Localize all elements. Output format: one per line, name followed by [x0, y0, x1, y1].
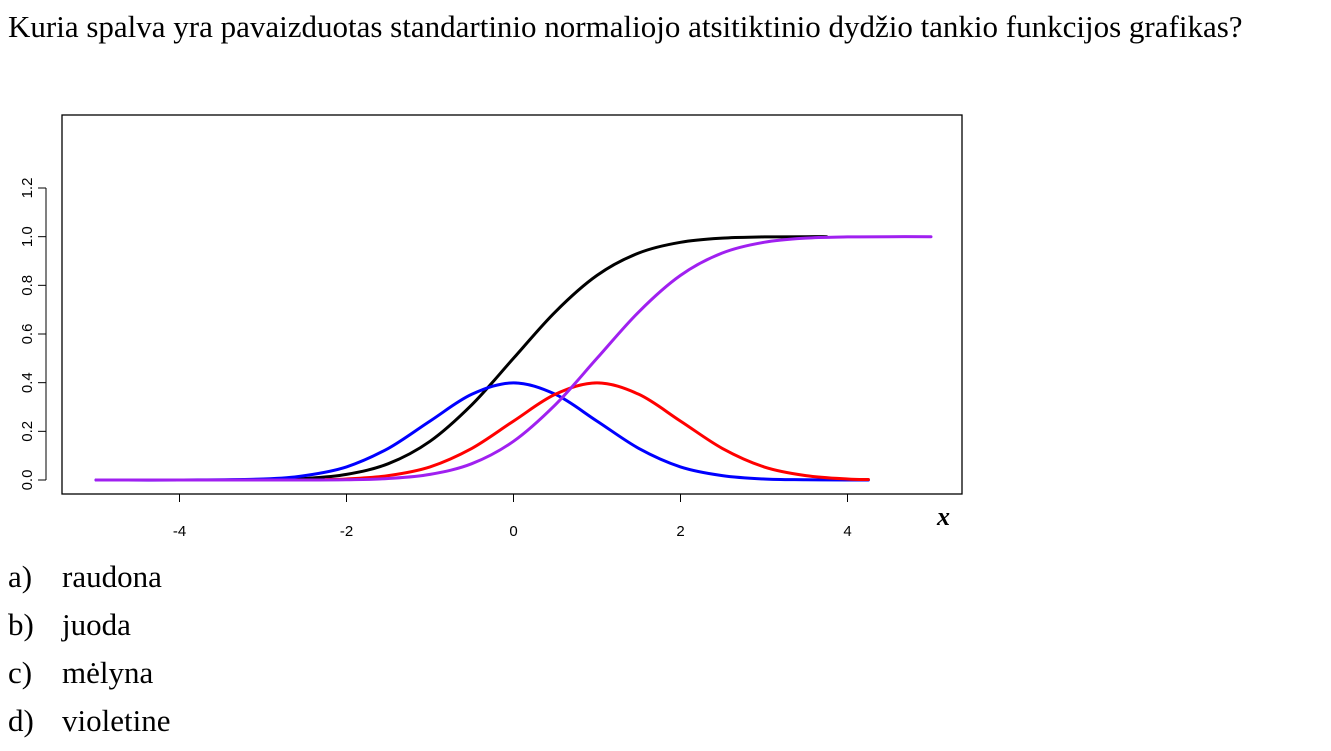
answer-option[interactable]: a) raudona — [8, 553, 170, 601]
plot-frame — [61, 114, 963, 495]
y-tick-label: 0.0 — [19, 470, 36, 491]
answer-option[interactable]: d) violetine — [8, 697, 170, 745]
answer-option[interactable]: c) mėlyna — [8, 649, 170, 697]
x-tick-label: -4 — [173, 523, 186, 540]
series-line-2 — [324, 381, 870, 481]
answer-text: mėlyna — [62, 655, 154, 690]
x-tick-label: 4 — [843, 523, 851, 540]
answer-letter: a) — [8, 559, 33, 594]
line-chart: 0.0 0.2 0.4 0.6 0.8 1.0 1.2 -4 -2 0 2 4 x — [19, 114, 963, 540]
question-text: Kuria spalva yra pavaizduotas standartin… — [8, 9, 1243, 44]
answer-letter: d) — [8, 703, 34, 738]
y-tick-label: 0.8 — [19, 275, 36, 296]
x-axis-label: x — [936, 502, 950, 531]
answer-option[interactable]: b) juoda — [8, 601, 170, 649]
x-tick-label: 2 — [676, 523, 684, 540]
x-tick-label: 0 — [509, 523, 517, 540]
y-tick-label: 1.0 — [19, 226, 36, 247]
plot-border — [61, 114, 963, 495]
answer-list: a) raudona b) juoda c) mėlyna d) violetine — [8, 553, 170, 745]
series-line-3 — [94, 235, 933, 482]
y-tick-label: 0.4 — [19, 372, 36, 393]
series-line-0 — [240, 235, 829, 482]
y-tick-label: 0.6 — [19, 324, 36, 345]
y-tick-label: 0.2 — [19, 421, 36, 442]
answer-letter: b) — [8, 607, 34, 642]
answer-text: violetine — [62, 703, 171, 738]
series-line-1 — [94, 381, 870, 482]
x-axis: -4 -2 0 2 4 — [173, 493, 852, 540]
answer-text: raudona — [62, 559, 162, 594]
y-axis: 0.0 0.2 0.4 0.6 0.8 1.0 1.2 — [19, 178, 47, 491]
y-tick-label: 1.2 — [19, 178, 36, 199]
answer-letter: c) — [8, 655, 33, 690]
x-tick-label: -2 — [340, 523, 353, 540]
series-layer — [94, 235, 933, 482]
answer-text: juoda — [62, 607, 131, 642]
